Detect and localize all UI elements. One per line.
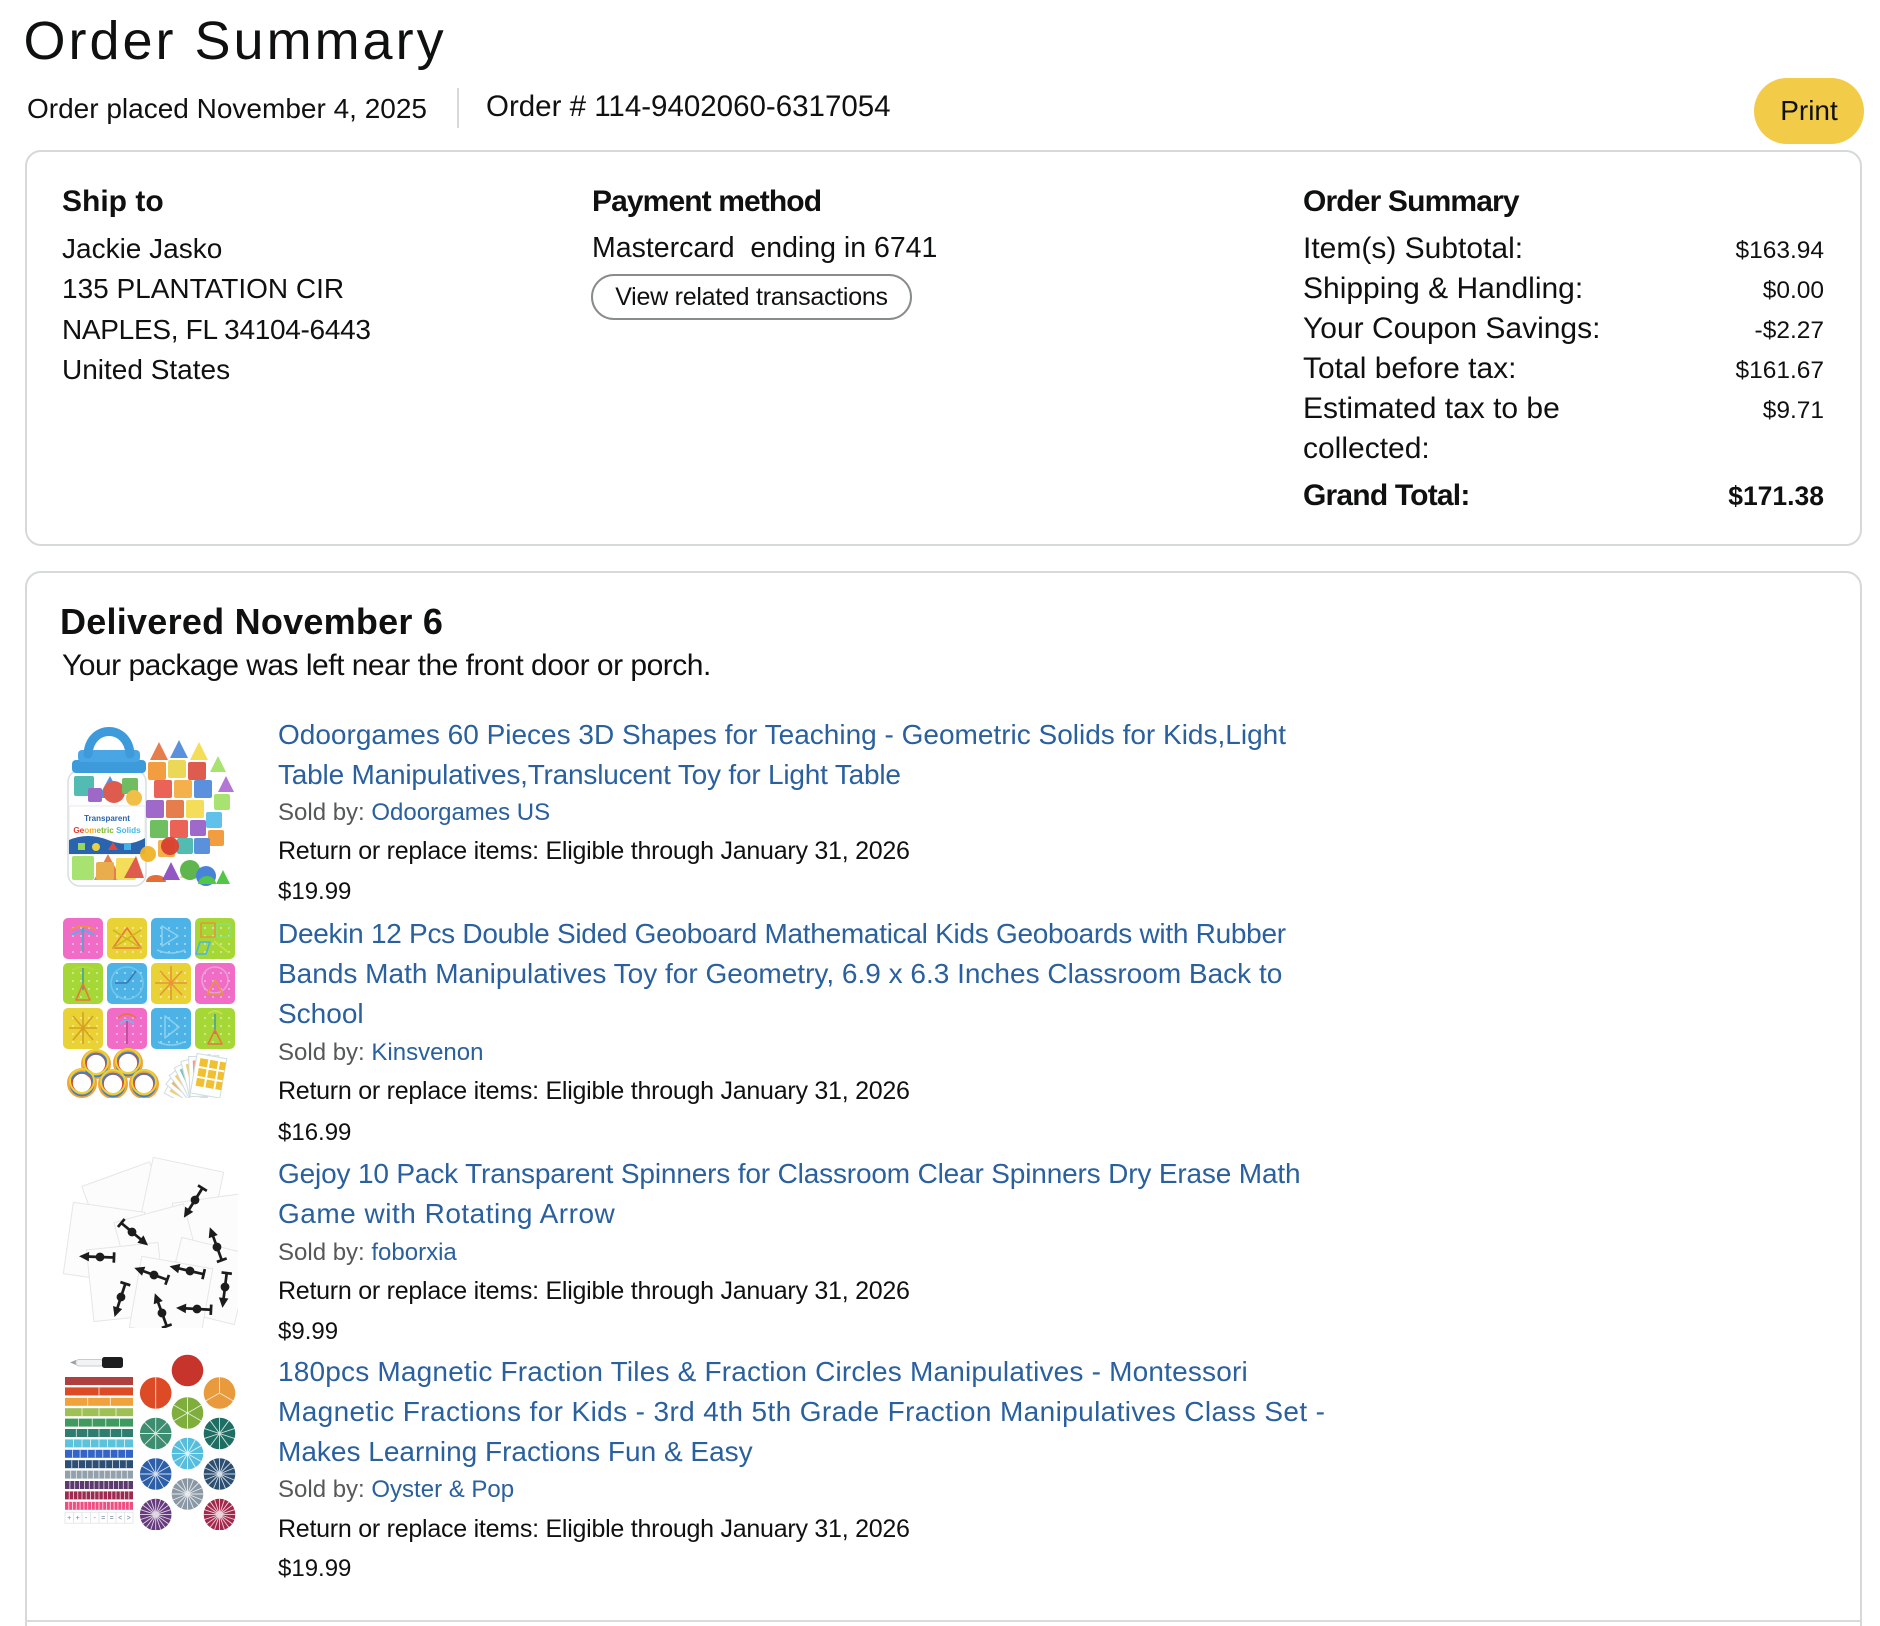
svg-text:-: - bbox=[85, 1515, 88, 1522]
svg-text:=: = bbox=[101, 1515, 105, 1522]
svg-text:Transparent: Transparent bbox=[84, 814, 130, 823]
svg-text:+: + bbox=[67, 1515, 71, 1522]
svg-text:>: > bbox=[127, 1515, 131, 1522]
svg-text:+: + bbox=[76, 1515, 80, 1522]
svg-text:-: - bbox=[94, 1515, 97, 1522]
svg-text:=: = bbox=[110, 1515, 114, 1522]
svg-text:<: < bbox=[118, 1515, 122, 1522]
svg-text:Geometric Solids: Geometric Solids bbox=[73, 826, 141, 835]
